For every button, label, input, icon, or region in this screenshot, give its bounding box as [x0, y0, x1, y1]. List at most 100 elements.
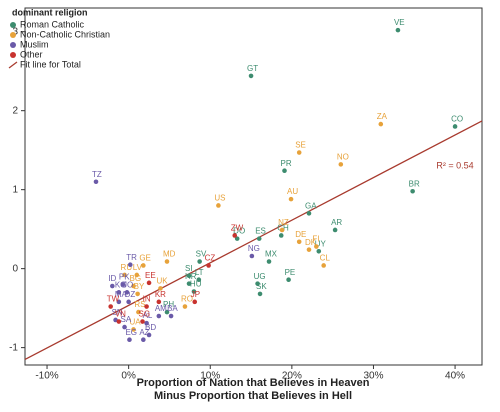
point-label: UK	[156, 276, 168, 285]
legend-label: Roman Catholic	[20, 19, 85, 29]
point-label: GA	[305, 201, 317, 210]
x-axis-title: Minus Proportion that Believes in Hell	[154, 390, 352, 402]
x-tick-label: 40%	[445, 371, 465, 382]
point	[216, 203, 221, 208]
x-axis-title: Proportion of Nation that Believes in He…	[137, 377, 370, 389]
point-label: AR	[331, 218, 342, 227]
point	[131, 283, 136, 289]
point	[136, 309, 141, 315]
point	[306, 211, 312, 216]
point-label: SN	[112, 308, 123, 317]
point	[182, 304, 188, 309]
point	[108, 304, 113, 309]
point-label: DZ	[125, 290, 136, 299]
point-label: BA	[167, 304, 178, 313]
point-label: NG	[248, 244, 260, 253]
point-label: MA	[115, 290, 128, 299]
point	[140, 319, 145, 324]
point-label: AU	[287, 187, 298, 196]
point-label: LV	[133, 263, 143, 272]
point-label: TW	[107, 295, 120, 304]
point-label: CZ	[205, 254, 216, 263]
point	[196, 277, 202, 282]
point-label: DE	[295, 230, 306, 239]
point	[127, 337, 132, 343]
point	[164, 309, 170, 315]
point-label: CO	[451, 115, 463, 124]
point	[314, 244, 319, 249]
point	[110, 283, 115, 289]
point-label: TZ	[92, 170, 102, 179]
y-tick-label: -1	[9, 342, 18, 353]
point-label: ES	[255, 227, 266, 236]
point-label: IN	[143, 295, 151, 304]
point	[156, 299, 162, 305]
point	[452, 124, 458, 129]
r-squared: R² = 0.54	[436, 160, 473, 170]
point-label: HR	[185, 272, 197, 281]
legend-marker	[10, 52, 16, 58]
point	[146, 280, 152, 286]
point	[134, 272, 140, 278]
x-tick-label: 20%	[282, 371, 302, 382]
legend-label: Other	[20, 49, 43, 59]
x-tick-label: 30%	[363, 371, 383, 382]
point-label: GT	[247, 64, 258, 73]
point-label: PR	[281, 159, 292, 168]
point-label: NZ	[278, 218, 289, 227]
point-label: DO	[233, 227, 245, 236]
point-label: JO	[123, 280, 133, 289]
point-label: PE	[285, 268, 296, 277]
legend-label: Muslim	[20, 39, 49, 49]
point	[257, 291, 263, 297]
point	[146, 332, 152, 338]
point	[266, 259, 272, 264]
point	[131, 327, 136, 332]
point	[248, 73, 254, 79]
point	[234, 236, 240, 241]
point-label: SA	[121, 315, 132, 324]
plot-frame	[24, 7, 483, 366]
point	[116, 299, 122, 305]
point	[144, 304, 149, 309]
point-label: AZ	[139, 328, 149, 337]
point-label: BR	[409, 179, 420, 188]
point	[282, 168, 287, 174]
point	[144, 320, 149, 326]
point-label: NO	[337, 152, 349, 161]
point-label: JP	[191, 290, 200, 299]
point	[127, 262, 133, 267]
point	[197, 259, 202, 264]
point-label: FI	[312, 235, 319, 244]
point	[296, 150, 302, 155]
point-label: AL	[143, 311, 153, 320]
point-label: ID	[108, 274, 116, 283]
point-label: GE	[139, 254, 151, 263]
point-label: CL	[320, 254, 331, 263]
point-label: EE	[145, 271, 156, 280]
point-label: MD	[163, 250, 176, 259]
point	[122, 272, 127, 278]
fit-line	[24, 120, 483, 361]
y-tick-label: 0	[12, 263, 18, 274]
point-label: RS	[134, 300, 145, 309]
point	[186, 281, 192, 286]
point-label: AM	[155, 304, 167, 313]
point-label: RO	[181, 295, 193, 304]
point	[192, 299, 198, 305]
point	[286, 277, 291, 282]
point-label: UY	[315, 239, 327, 248]
point	[126, 299, 131, 305]
point-label: SE	[295, 141, 306, 150]
point	[255, 281, 260, 286]
point	[135, 291, 140, 297]
point-label: KG	[115, 280, 127, 289]
legend-marker	[8, 61, 18, 69]
legend-marker	[10, 42, 16, 48]
point	[141, 337, 146, 343]
x-tick-label: 0%	[121, 371, 136, 382]
point	[321, 263, 326, 268]
point	[120, 282, 126, 287]
point-label: MX	[265, 250, 278, 259]
